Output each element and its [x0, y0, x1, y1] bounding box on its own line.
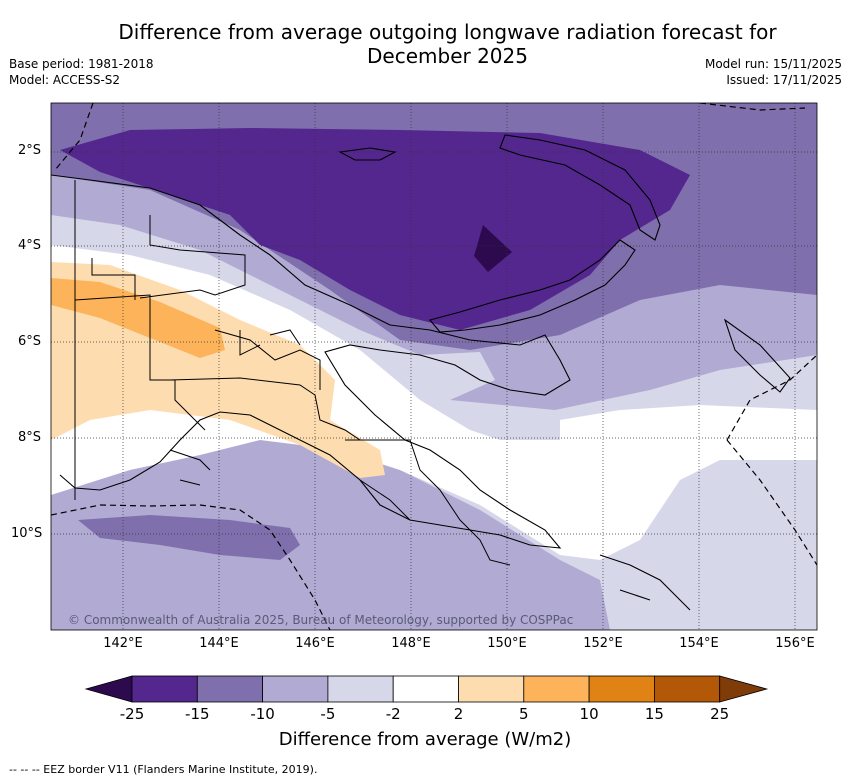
- meta-right: Model run: 15/11/2025 Issued: 17/11/2025: [705, 56, 842, 88]
- colorbar-segment: [523, 675, 590, 703]
- coast-bougainville: [723, 318, 791, 393]
- copyright-credit: © Commonwealth of Australia 2025, Bureau…: [68, 613, 574, 627]
- title-line-2: December 2025: [367, 44, 528, 68]
- map-frame: [50, 102, 818, 631]
- region-band-plus-5: [51, 278, 225, 358]
- eez-legend-footer: -- -- -- EEZ border V11 (Flanders Marine…: [9, 763, 318, 776]
- colorbar-extend-low: [84, 675, 133, 703]
- lat-label-6s: 6°S: [18, 334, 42, 349]
- region-band-minus-15-south: [78, 515, 300, 560]
- coast-islands-se: [599, 554, 691, 611]
- colorbar-segment: [458, 675, 525, 703]
- colorbar-tick-label: -2: [385, 705, 401, 723]
- model-run: Model run: 15/11/2025: [704, 57, 842, 71]
- lon-label-154e: 154°E: [679, 636, 719, 651]
- lon-label-146e: 146°E: [295, 636, 335, 651]
- chart-title: Difference from average outgoing longwav…: [0, 20, 850, 68]
- lon-label-152e: 152°E: [583, 636, 623, 651]
- eez-borders: [51, 103, 817, 630]
- region-core-minus-25: [474, 225, 512, 272]
- colorbar-tick-label: 10: [579, 705, 599, 723]
- colorbar-tick-label: -15: [185, 705, 210, 723]
- gridlines: [51, 103, 817, 630]
- lat-label-10s: 10°S: [11, 526, 43, 541]
- colorbar-segment: [588, 675, 655, 703]
- colorbar-tick-label: 2: [453, 705, 464, 723]
- issued-date: Issued: 17/11/2025: [726, 73, 842, 87]
- region-band-minus-15-north: [60, 128, 690, 330]
- colorbar-tick-label: -5: [320, 705, 336, 723]
- lat-label-4s: 4°S: [18, 238, 42, 253]
- model-name: Model: ACCESS-S2: [9, 73, 121, 87]
- title-line-1: Difference from average outgoing longwav…: [118, 20, 777, 44]
- anomaly-field: [51, 103, 817, 630]
- colorbar: [84, 675, 769, 703]
- colorbar-title: Difference from average (W/m2): [278, 729, 572, 750]
- colorbar-tick-label: 5: [519, 705, 529, 723]
- colorbar-tick-label: 25: [710, 705, 730, 723]
- colorbar-segment: [262, 675, 329, 703]
- colorbar-extend-high: [719, 675, 769, 703]
- lon-label-148e: 148°E: [391, 636, 431, 651]
- coast-torres: [169, 449, 211, 486]
- lon-label-150e: 150°E: [487, 636, 527, 651]
- lat-label-8s: 8°S: [18, 430, 42, 445]
- lon-label-142e: 142°E: [103, 636, 143, 651]
- coast-new-ireland: [499, 134, 661, 241]
- colorbar-segment: [196, 675, 264, 703]
- base-period: Base period: 1981-2018: [9, 57, 154, 71]
- colorbar-segment: [392, 675, 459, 703]
- colorbar-segment: [654, 675, 721, 703]
- lat-label-2s: 2°S: [18, 143, 42, 158]
- coast-new-britain: [429, 239, 636, 333]
- colorbar-tick-label: -25: [119, 705, 145, 723]
- colorbar-tick-label: 15: [644, 705, 664, 723]
- lon-label-156e: 156°E: [775, 636, 815, 651]
- province-borders: [74, 180, 511, 566]
- colorbar-segment: [131, 675, 198, 703]
- lon-label-144e: 144°E: [199, 636, 239, 651]
- colorbar-segment: [327, 675, 394, 703]
- colorbar-tick-label: -10: [250, 705, 275, 723]
- coast-manus: [338, 147, 397, 161]
- meta-left: Base period: 1981-2018 Model: ACCESS-S2: [9, 56, 154, 88]
